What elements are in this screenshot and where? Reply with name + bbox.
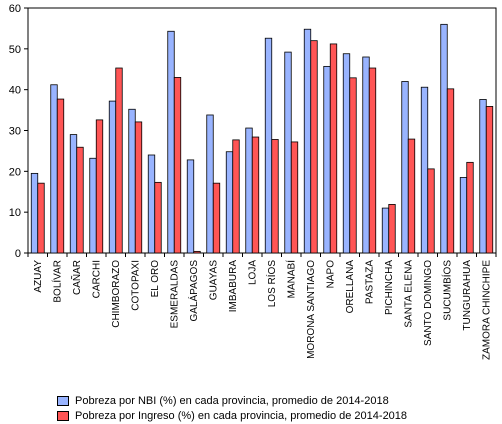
bar-ingreso-8 (193, 250, 201, 254)
bar-nbi-3 (89, 157, 97, 254)
bar-ingreso-4 (115, 67, 123, 254)
bar-ingreso-9 (212, 182, 221, 254)
bar-nbi-14 (303, 28, 312, 254)
bar-ingreso-6 (154, 181, 162, 254)
bar-nbi-4 (108, 100, 117, 254)
bar-nbi-11 (245, 127, 253, 254)
x-category-label: LOJA (247, 260, 258, 285)
x-axis: AZUAY BOLÍVAR CAÑAR CARCHI CHIMBORAZO COTOPAX… (27, 253, 497, 360)
y-tick-label: 40 (9, 85, 21, 97)
bar-ingreso-16 (349, 77, 357, 254)
bar-nbi-12 (264, 37, 273, 254)
x-category-label: TUNGURAHUA (462, 260, 473, 331)
y-tick-label: 20 (9, 166, 21, 178)
x-category-label: AZUAY (33, 260, 44, 293)
y-tick-label: 0 (15, 248, 21, 260)
x-category-label: EL ORO (150, 260, 161, 298)
x-category-label: SANTO DOMINGO (423, 260, 434, 346)
bars (30, 23, 494, 254)
bar-ingreso-13 (290, 141, 299, 254)
legend-label-nbi: Pobreza por NBI (%) en cada provincia, p… (75, 395, 389, 407)
x-category-label: MORONA SANTIAGO (306, 260, 317, 359)
bar-nbi-21 (440, 23, 448, 254)
x-category-label: SUCUMBÍOS (440, 260, 453, 321)
x-category-label: LOS RÍOS (265, 260, 278, 308)
bar-ingreso-5 (134, 121, 143, 254)
bar-ingreso-3 (95, 119, 104, 254)
bar-nbi-0 (30, 172, 39, 254)
bar-ingreso-1 (56, 98, 65, 254)
x-category-label: NAPO (325, 260, 336, 289)
bar-ingreso-15 (329, 43, 338, 254)
bar-ingreso-0 (37, 182, 45, 254)
bar-ingreso-14 (310, 40, 318, 254)
x-category-label: GUAYAS (208, 260, 219, 301)
bar-ingreso-11 (251, 136, 260, 254)
bar-ingreso-19 (407, 138, 416, 254)
x-category-label: GALÁPAGOS (187, 260, 200, 322)
bar-nbi-2 (69, 134, 78, 254)
legend-item-nbi: Pobreza por NBI (%) en cada provincia, p… (57, 394, 487, 408)
bar-chart: 0 10 20 30 40 50 60 AZUAY BOLÍVAR CAÑAR CARCHI CHI… (9, 3, 497, 360)
bar-nbi-23 (479, 99, 487, 254)
bar-ingreso-22 (466, 161, 474, 254)
bar-nbi-10 (225, 151, 234, 254)
legend-label-ingreso: Pobreza por Ingreso (%) en cada provinci… (75, 410, 408, 422)
y-tick-label: 60 (9, 3, 21, 15)
bar-nbi-15 (323, 65, 331, 254)
y-tick-label: 10 (9, 207, 21, 219)
bar-nbi-20 (420, 86, 429, 254)
x-category-label: ESMERALDAS (169, 260, 180, 329)
bar-nbi-6 (147, 154, 156, 254)
bar-nbi-1 (50, 84, 58, 254)
bar-ingreso-20 (427, 168, 435, 254)
bar-nbi-22 (459, 177, 468, 254)
bar-nbi-16 (342, 53, 351, 254)
bar-ingreso-10 (232, 139, 240, 254)
x-category-label: MANABÍ (284, 260, 297, 299)
bar-nbi-18 (381, 207, 390, 254)
bar-ingreso-23 (485, 106, 494, 254)
legend: Pobreza por NBI (%) en cada provincia, p… (57, 394, 487, 424)
x-category-label: IMBABURA (228, 260, 239, 313)
x-category-label: CAÑAR (70, 260, 83, 295)
bar-nbi-7 (167, 30, 175, 254)
bar-nbi-5 (128, 108, 136, 254)
x-category-label: SANTA ELENA (403, 260, 414, 328)
bar-nbi-13 (284, 51, 292, 254)
y-tick-label: 50 (9, 44, 21, 56)
x-category-label: PICHINCHA (384, 260, 395, 315)
bar-nbi-9 (206, 114, 214, 254)
bar-nbi-17 (362, 56, 370, 254)
bar-ingreso-12 (271, 139, 279, 254)
x-category-label: CARCHI (91, 260, 102, 298)
bar-ingreso-2 (76, 146, 84, 254)
bar-ingreso-21 (446, 88, 455, 254)
y-axis: 0 10 20 30 40 50 60 (9, 3, 28, 260)
bar-nbi-19 (401, 81, 409, 254)
bar-ingreso-18 (388, 204, 396, 254)
legend-swatch-ingreso (57, 411, 69, 421)
x-category-label: ORELLANA (345, 260, 356, 314)
x-category-label: COTOPAXI (130, 260, 141, 311)
x-category-label: CHIMBORAZO (111, 260, 122, 328)
legend-swatch-nbi (57, 396, 69, 406)
y-tick-label: 30 (9, 126, 21, 138)
bar-nbi-8 (186, 159, 195, 254)
bar-ingreso-17 (368, 67, 377, 254)
x-category-label: PASTAZA (364, 260, 375, 304)
legend-item-ingreso: Pobreza por Ingreso (%) en cada provinci… (57, 409, 487, 423)
bar-ingreso-7 (173, 77, 182, 254)
x-category-label: ZAMORA CHINCHIPE (481, 260, 492, 360)
x-category-label: BOLÍVAR (50, 260, 63, 303)
